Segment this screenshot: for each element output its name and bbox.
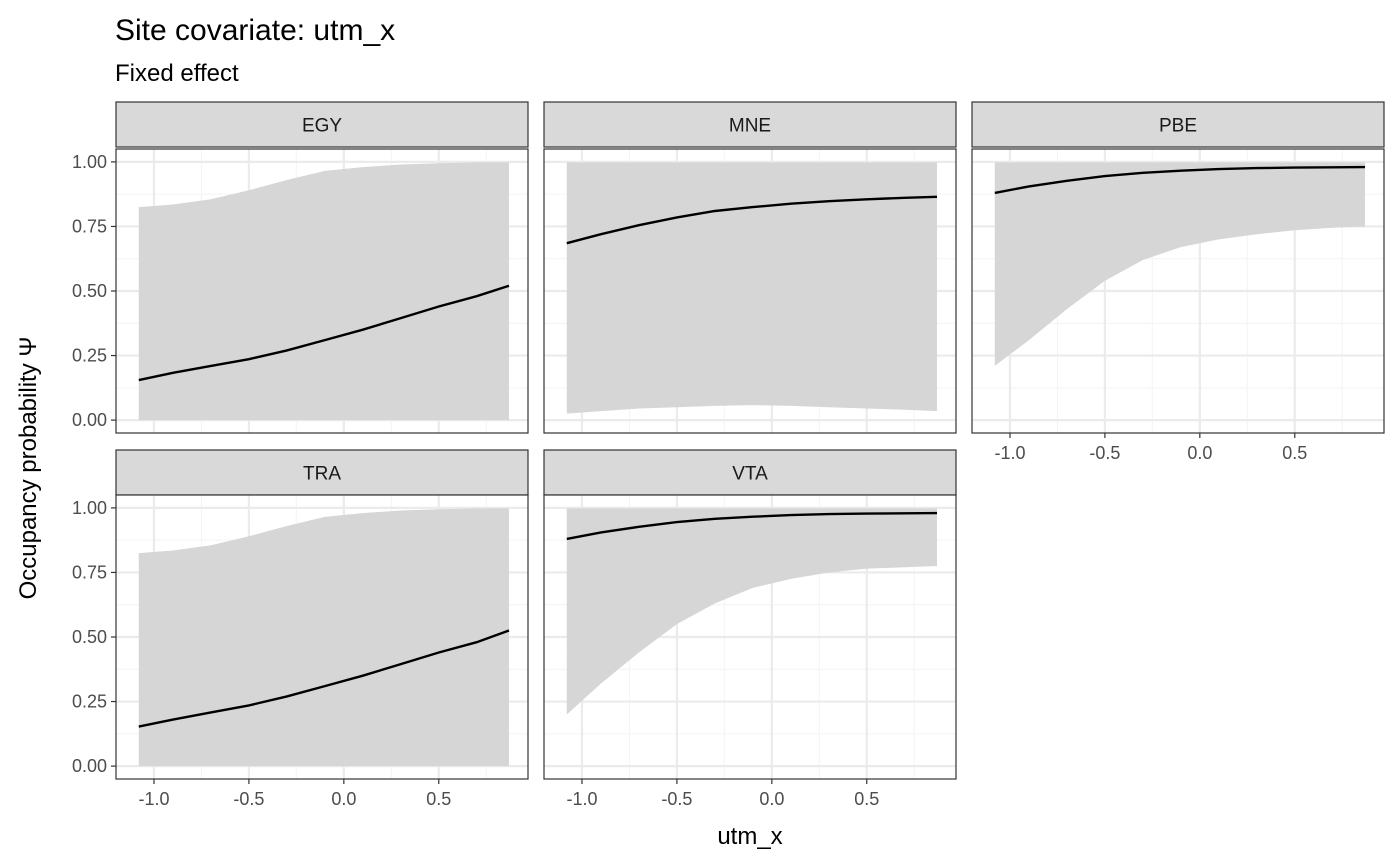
facet-strip-label: TRA (303, 464, 341, 485)
y-axis-title: Occupancy probability Ψ (15, 337, 42, 600)
facet-panels: EGY 0.00 0.25 0.50 0.75 1.00 MNE PBE -1.0 -0.5 0.0… (72, 101, 1385, 809)
facet-strip-label: PBE (1159, 116, 1197, 137)
y-tick-label: 1.00 (72, 152, 107, 172)
facet-strip (115, 449, 529, 496)
x-tick-label: -1.0 (566, 789, 597, 809)
x-tick-label: -1.0 (994, 443, 1025, 463)
x-tick-label: 0.5 (426, 789, 451, 809)
chart-title: Site covariate: utm_x (115, 14, 395, 47)
facet-strip (543, 101, 957, 148)
facet-panel-mne: MNE (543, 101, 957, 434)
mean-occupancy-line (566, 195, 938, 245)
x-tick-label: -0.5 (233, 789, 264, 809)
facet-strip (543, 449, 957, 496)
chart-subtitle: Fixed effect (115, 60, 239, 87)
facet-panel-pbe: PBE -1.0 -0.5 0.0 0.5 (971, 101, 1385, 463)
x-tick-label: 0.0 (331, 789, 356, 809)
y-tick-label: 1.00 (72, 498, 107, 518)
mean-occupancy-line (566, 511, 938, 541)
panel-border (543, 148, 957, 434)
panel-border (971, 148, 1385, 434)
facet-strip (971, 101, 1385, 148)
y-tick-label: 0.75 (72, 562, 107, 582)
facet-panel-tra: TRA 0.00 0.25 0.50 0.75 1.00 -1.0 -0.5 0.0 0.5 (72, 449, 529, 809)
x-axis-title: utm_x (717, 823, 782, 850)
x-tick-label: 0.5 (854, 789, 879, 809)
y-tick-label: 0.25 (72, 346, 107, 366)
facet-strip-label: VTA (732, 464, 768, 485)
facet-strip (115, 101, 529, 148)
y-tick-label: 0.50 (72, 281, 107, 301)
y-tick-label: 0.75 (72, 216, 107, 236)
y-tick-label: 0.50 (72, 627, 107, 647)
x-tick-label: -0.5 (1089, 443, 1120, 463)
mean-occupancy-line (994, 165, 1366, 195)
credible-interval-band (138, 508, 510, 767)
mean-occupancy-line (138, 284, 510, 382)
credible-interval-band (138, 162, 510, 421)
mean-occupancy-line (138, 629, 510, 728)
panel-border (543, 494, 957, 780)
credible-interval-band (566, 162, 937, 414)
credible-interval-band (566, 508, 937, 715)
y-tick-label: 0.00 (72, 756, 107, 776)
facet-panel-egy: EGY 0.00 0.25 0.50 0.75 1.00 (72, 101, 529, 434)
x-tick-label: -1.0 (138, 789, 169, 809)
x-tick-label: -0.5 (661, 789, 692, 809)
y-tick-label: 0.00 (72, 410, 107, 430)
y-tick-label: 0.25 (72, 692, 107, 712)
facet-strip-label: EGY (302, 116, 342, 137)
x-tick-label: 0.5 (1282, 443, 1307, 463)
facet-panel-vta: VTA -1.0 -0.5 0.0 0.5 (543, 449, 957, 809)
credible-interval-band (994, 162, 1365, 366)
facet-strip-label: MNE (729, 116, 771, 137)
x-tick-label: 0.0 (759, 789, 784, 809)
x-tick-label: 0.0 (1187, 443, 1212, 463)
